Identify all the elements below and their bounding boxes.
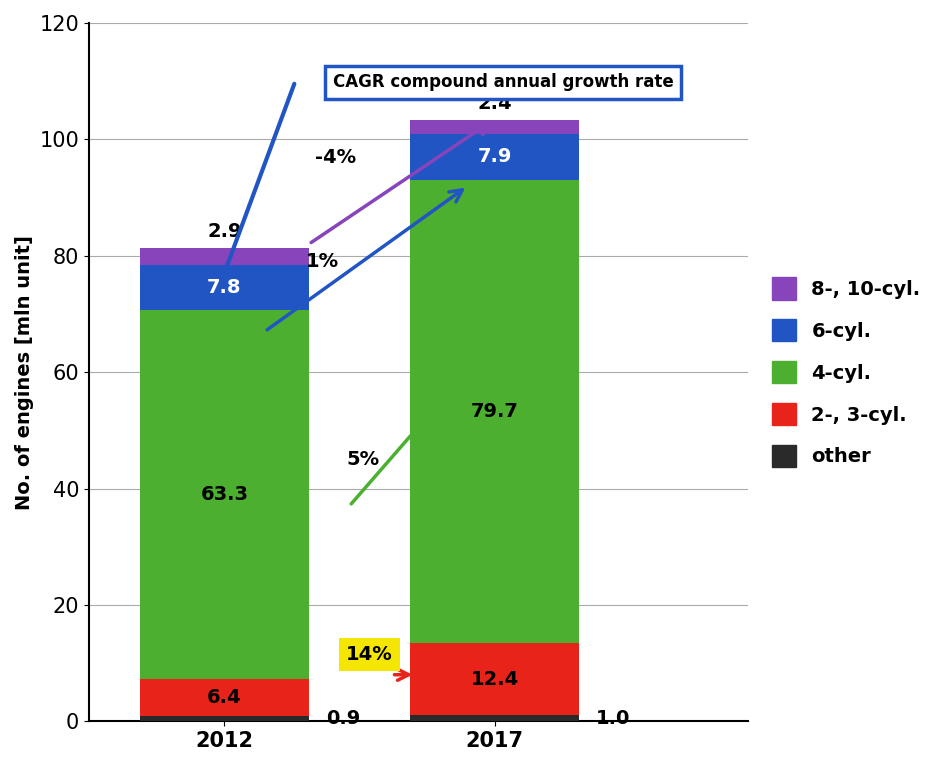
Text: -4%: -4% [315,148,357,167]
Text: 1%: 1% [306,253,339,271]
Text: 7.9: 7.9 [478,147,512,166]
Text: 5%: 5% [346,450,379,470]
Bar [411,119,580,133]
Bar [140,679,309,716]
Text: 1.0: 1.0 [597,709,631,728]
Bar [140,265,309,310]
Y-axis label: No. of engines [mln unit]: No. of engines [mln unit] [15,234,34,509]
Text: 63.3: 63.3 [200,485,248,504]
Bar [411,643,580,715]
Text: 2.9: 2.9 [207,222,242,241]
Bar [411,179,580,643]
Text: 12.4: 12.4 [471,670,519,689]
Text: 7.8: 7.8 [207,278,242,297]
Text: 14%: 14% [346,645,393,664]
Bar [140,248,309,265]
Text: 2.4: 2.4 [478,93,512,113]
Text: 0.9: 0.9 [326,709,360,728]
Text: 6.4: 6.4 [207,688,242,707]
Bar [411,715,580,722]
Text: 79.7: 79.7 [471,402,519,421]
Bar [140,310,309,679]
Bar [411,133,580,179]
Text: CAGR compound annual growth rate: CAGR compound annual growth rate [333,74,674,91]
Legend: 8-, 10-cyl., 6-cyl., 4-cyl., 2-, 3-cyl., other: 8-, 10-cyl., 6-cyl., 4-cyl., 2-, 3-cyl.,… [765,270,928,475]
Bar [140,716,309,722]
